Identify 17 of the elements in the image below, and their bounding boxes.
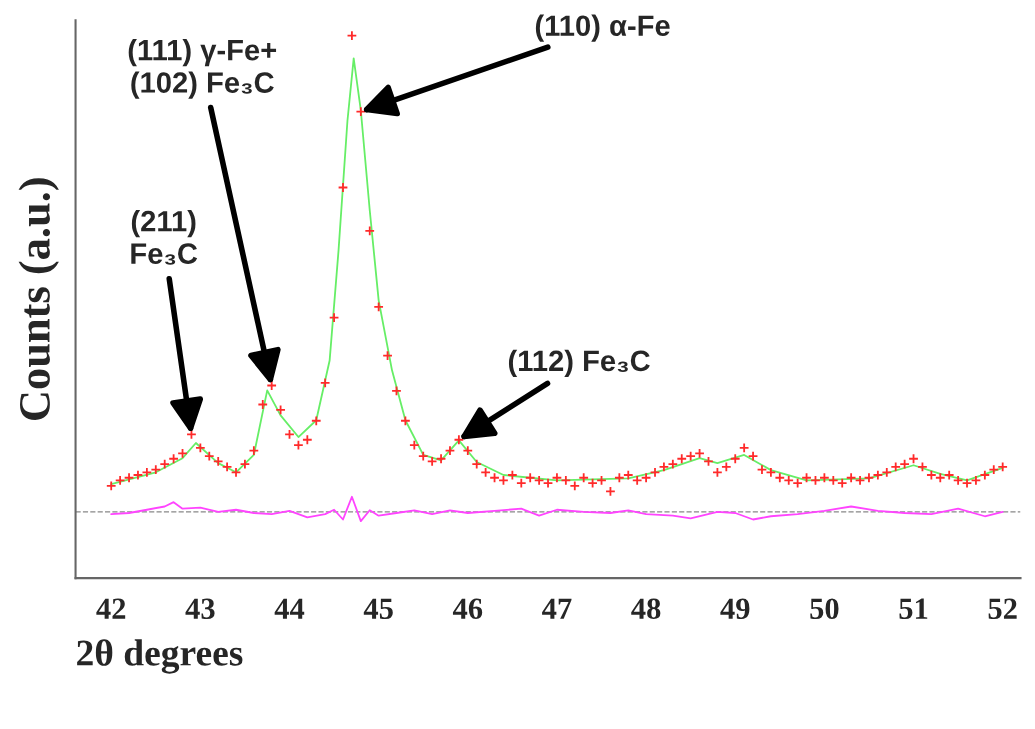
x-tick-label: 42 xyxy=(96,598,126,619)
x-tick-label: 45 xyxy=(363,598,393,620)
annotation: (211) Fe₃C xyxy=(131,210,198,265)
annotation: (112) Fe₃C xyxy=(508,349,650,377)
x-tick-label: 50 xyxy=(810,598,839,620)
x-tick-label: 52 xyxy=(988,598,1017,620)
x-tick-label: 44 xyxy=(274,598,305,619)
x-tick-label: 47 xyxy=(542,598,572,619)
x-tick-label: 49 xyxy=(720,598,750,620)
x-tick-label: 51 xyxy=(899,598,928,620)
x-tick-label: 46 xyxy=(452,598,483,620)
annotation: (110) α-Fe xyxy=(535,14,670,42)
x-tick-label: 48 xyxy=(631,598,661,620)
annotation: (111) γ-Fe+ (102) Fe₃C xyxy=(128,39,277,99)
x-axis-title: 2θ degrees xyxy=(77,639,243,674)
y-axis-title: Counts (a.u.) xyxy=(18,178,59,420)
x-tick-label: 43 xyxy=(185,598,215,620)
